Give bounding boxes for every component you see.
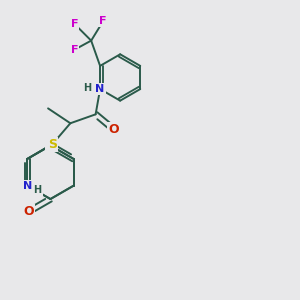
Text: O: O	[23, 205, 34, 218]
Text: N: N	[46, 140, 55, 151]
Text: S: S	[48, 138, 57, 151]
Text: N: N	[22, 181, 32, 191]
Text: F: F	[71, 19, 79, 29]
Text: F: F	[71, 44, 79, 55]
Text: H: H	[34, 185, 42, 195]
Text: F: F	[99, 16, 107, 26]
Text: O: O	[108, 123, 119, 136]
Text: N: N	[95, 84, 105, 94]
Text: H: H	[83, 82, 92, 93]
